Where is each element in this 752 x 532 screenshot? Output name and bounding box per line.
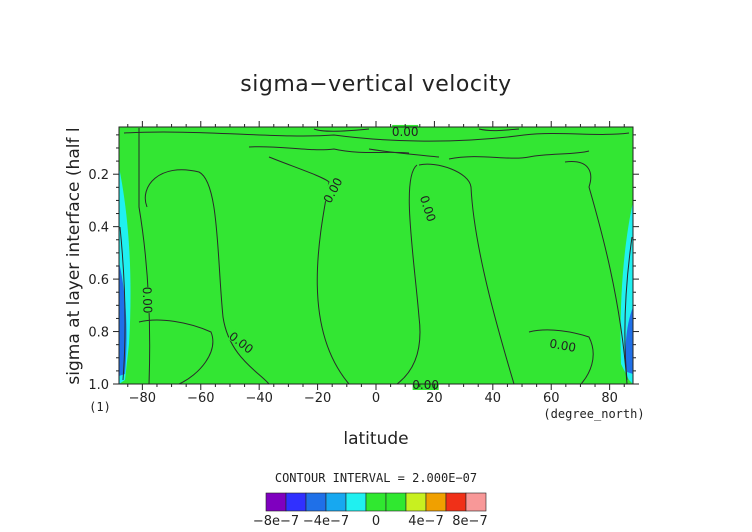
colorbar-swatch — [425, 492, 447, 512]
contour-line — [123, 131, 630, 142]
colorbar-tick-label: −8e−7 — [253, 514, 299, 529]
colorbar-swatch — [325, 492, 347, 512]
contour-line — [448, 150, 590, 160]
colorbar-tick-label: 0 — [372, 514, 380, 529]
y-tick-label: 0.4 — [88, 221, 109, 236]
colorbar-swatch — [285, 492, 307, 512]
x-tick-label: 40 — [485, 391, 502, 406]
x-tick-label: 0 — [372, 391, 380, 406]
x-tick-label: 80 — [601, 391, 618, 406]
contour-line — [368, 148, 440, 158]
contour-line — [268, 156, 350, 385]
contour-label-background — [141, 286, 155, 314]
contour-line — [248, 146, 410, 154]
x-tick-label: −40 — [245, 391, 272, 406]
contour-interval-label: CONTOUR INTERVAL = 2.000E−07 — [275, 471, 477, 485]
contour-line — [138, 319, 214, 385]
x-axis-unit: (degree_north) — [543, 407, 644, 421]
colorbar-tick-label: 8e−7 — [452, 514, 487, 529]
colorbar-swatch — [345, 492, 367, 512]
colorbar-swatch — [465, 492, 487, 512]
y-tick-label: 0.6 — [88, 273, 109, 288]
colorbar-swatch — [385, 492, 407, 512]
y-axis-label: sigma at layer interface (half l — [64, 127, 84, 384]
x-tick-label: −20 — [304, 391, 331, 406]
colorbar-swatch — [445, 492, 467, 512]
contour-label-background — [392, 124, 419, 137]
contour-line — [396, 164, 421, 385]
field-background — [119, 127, 633, 384]
contour-line — [528, 329, 594, 385]
x-tick-label: 20 — [426, 391, 443, 406]
contour-label: 0.00 — [548, 336, 577, 354]
colorbar: −8e−7 −4e−7 0 4e−7 8e−7 — [253, 492, 488, 529]
contour-line — [478, 128, 520, 132]
negative-core-east — [625, 307, 633, 374]
colorbar-tick-label: −4e−7 — [303, 514, 349, 529]
colorbar-swatch — [405, 492, 427, 512]
contour-line — [418, 163, 515, 385]
colorbar-swatch — [265, 492, 287, 512]
contour-label-background — [418, 194, 439, 223]
y-axis-unit: (1) — [89, 400, 111, 414]
contour-line — [313, 128, 370, 132]
colorbar-swatch — [305, 492, 327, 512]
contour-label: 0.00 — [412, 378, 439, 392]
colorbar-swatch — [365, 492, 387, 512]
contour-label-background — [549, 336, 577, 353]
contour-line — [624, 236, 633, 381]
chart-title: sigma−vertical velocity — [240, 72, 511, 97]
y-tick-label: 1.0 — [88, 378, 109, 393]
x-axis-label: latitude — [343, 429, 408, 449]
plot-area: 0.000.000.000.000.00 0.000.00−80 −60 −40 −20… — [88, 121, 639, 406]
x-tick-label: 60 — [543, 391, 560, 406]
y-tick-label: 0.2 — [88, 168, 109, 183]
x-tick-label: −80 — [129, 391, 156, 406]
contour-label: 0.00 — [392, 125, 419, 139]
contour-label: 0.00 — [140, 287, 155, 314]
contour-line — [144, 169, 270, 385]
contour-line — [119, 226, 126, 381]
contour-label-background — [227, 329, 256, 355]
y-tick-label: 0.8 — [88, 326, 109, 341]
contour-line — [564, 161, 628, 385]
x-tick-label: −60 — [187, 391, 214, 406]
contour-label-background — [320, 175, 344, 205]
colorbar-tick-label: 4e−7 — [408, 514, 443, 529]
